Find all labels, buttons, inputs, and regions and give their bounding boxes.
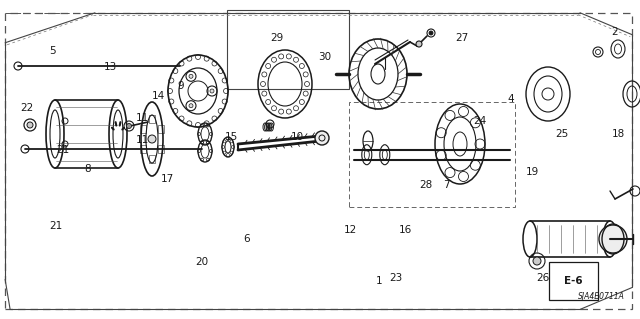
- Bar: [140, 125, 147, 133]
- Bar: [149, 155, 155, 163]
- Text: 2: 2: [611, 27, 618, 37]
- Text: 11: 11: [136, 113, 148, 123]
- Text: 24: 24: [474, 116, 486, 126]
- Circle shape: [429, 31, 433, 35]
- Text: 19: 19: [526, 167, 539, 177]
- Text: 8: 8: [84, 164, 91, 174]
- Circle shape: [416, 41, 422, 47]
- Circle shape: [148, 135, 156, 143]
- Bar: [157, 125, 164, 133]
- Circle shape: [599, 225, 627, 253]
- Bar: [349, 102, 515, 207]
- Text: 22: 22: [20, 103, 33, 114]
- Circle shape: [189, 104, 193, 108]
- Text: 28: 28: [419, 180, 432, 190]
- Text: 25: 25: [556, 129, 568, 139]
- Text: 26: 26: [536, 272, 549, 283]
- Circle shape: [127, 123, 131, 129]
- Circle shape: [315, 131, 329, 145]
- Bar: [140, 145, 147, 153]
- Text: 7: 7: [444, 180, 450, 190]
- Text: 6: 6: [243, 234, 250, 244]
- Text: 10: 10: [291, 132, 304, 142]
- Text: 11: 11: [136, 135, 148, 145]
- Bar: [227, 10, 349, 89]
- Text: 14: 14: [152, 91, 165, 101]
- Text: 27: 27: [456, 33, 468, 43]
- Text: 20: 20: [195, 256, 208, 267]
- Text: 12: 12: [344, 225, 357, 235]
- Text: 30: 30: [319, 52, 332, 63]
- Text: 29: 29: [270, 33, 283, 43]
- Text: 9: 9: [177, 81, 184, 91]
- Circle shape: [210, 89, 214, 93]
- Text: SJA4E0711A: SJA4E0711A: [578, 292, 625, 301]
- Text: 21: 21: [50, 221, 63, 232]
- Text: 17: 17: [161, 174, 174, 184]
- Text: 21: 21: [56, 145, 69, 155]
- Text: 4: 4: [508, 94, 514, 104]
- Text: 1: 1: [376, 276, 383, 286]
- Text: E-6: E-6: [564, 276, 583, 286]
- Text: 13: 13: [104, 62, 117, 72]
- Text: 15: 15: [225, 132, 238, 142]
- Circle shape: [189, 74, 193, 78]
- Bar: [549, 262, 598, 300]
- Circle shape: [533, 257, 541, 265]
- Circle shape: [27, 122, 33, 128]
- Bar: [149, 115, 155, 123]
- Bar: [157, 145, 164, 153]
- Text: 16: 16: [399, 225, 412, 235]
- Text: 5: 5: [49, 46, 56, 56]
- Text: 18: 18: [612, 129, 625, 139]
- Text: 23: 23: [389, 272, 402, 283]
